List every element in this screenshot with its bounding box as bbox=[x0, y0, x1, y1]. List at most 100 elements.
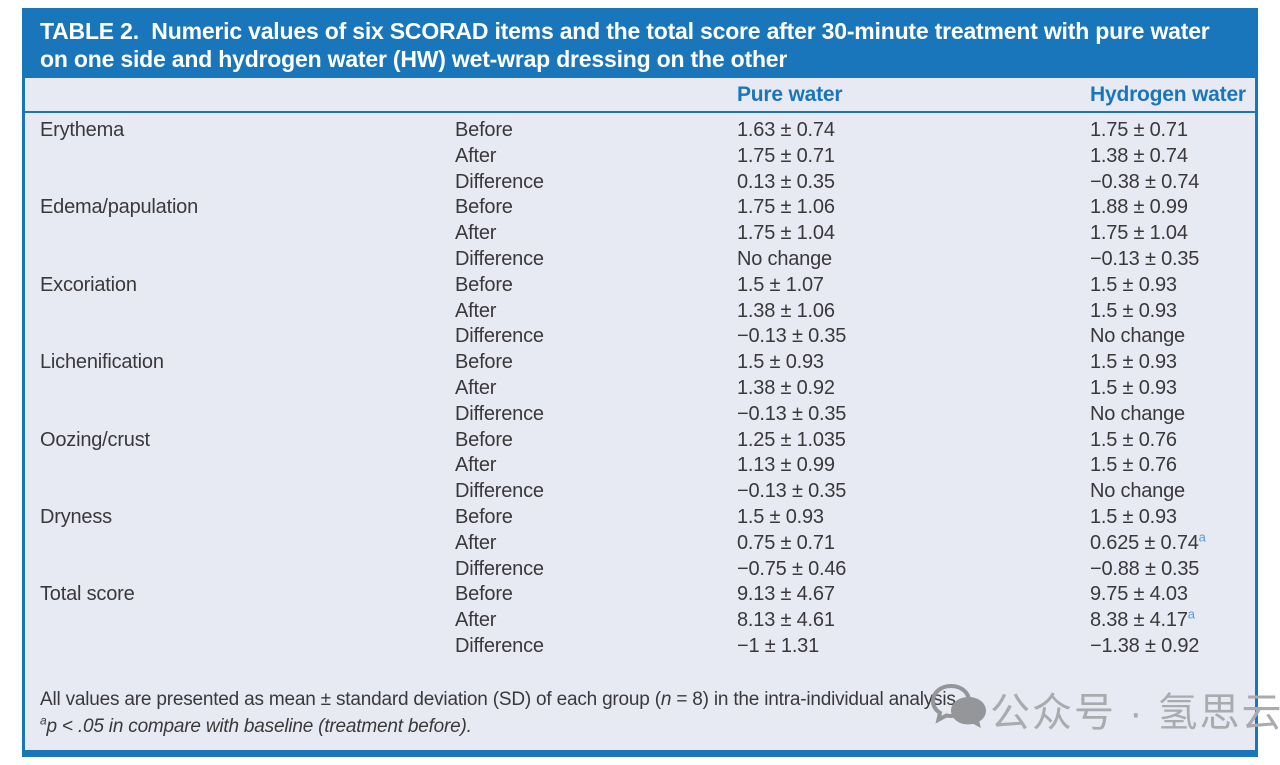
footnote-values: All values are presented as mean ± stand… bbox=[40, 686, 1240, 713]
table-row: Difference −0.13 ± 0.35 No change bbox=[25, 479, 1255, 505]
significance-superscript: a bbox=[1198, 529, 1206, 545]
phase-label: Difference bbox=[455, 325, 544, 348]
item-name bbox=[40, 608, 455, 634]
pure-value: 1.63 ± 0.74 bbox=[737, 119, 835, 141]
table-row: Difference 0.13 ± 0.35 −0.38 ± 0.74 bbox=[25, 170, 1255, 196]
phase-label: Before bbox=[455, 428, 513, 451]
table-row: Difference −0.13 ± 0.35 No change bbox=[25, 324, 1255, 350]
hydrogen-value: 1.75 ± 0.71 bbox=[1090, 119, 1188, 141]
table-row: Edema/papulation Before 1.75 ± 1.06 1.88… bbox=[25, 195, 1255, 221]
hydrogen-value: 1.5 ± 0.93 bbox=[1090, 505, 1177, 528]
phase-label: Difference bbox=[455, 557, 544, 580]
phase-label: Before bbox=[455, 351, 513, 374]
footnote-significance-text: p < .05 in compare with baseline (treatm… bbox=[46, 716, 472, 737]
table-body: Erythema Before 1.63 ± 0.74 1.75 ± 0.71 … bbox=[25, 113, 1255, 660]
hydrogen-value: 1.5 ± 0.93 bbox=[1090, 351, 1177, 374]
pure-value: −0.13 ± 0.35 bbox=[737, 480, 847, 503]
hydrogen-value: −0.38 ± 0.74 bbox=[1090, 170, 1200, 193]
phase-label: Difference bbox=[455, 402, 544, 425]
hydrogen-value: −0.88 ± 0.35 bbox=[1090, 557, 1200, 580]
hydrogen-value: 9.75 ± 4.03 bbox=[1090, 583, 1188, 606]
footnote-values-n: n bbox=[660, 689, 672, 710]
table-row: Difference −0.13 ± 0.35 No change bbox=[25, 402, 1255, 428]
pure-value: 1.75 ± 0.71 bbox=[737, 144, 835, 167]
table-row: Difference No change −0.13 ± 0.35 bbox=[25, 247, 1255, 273]
table-title-bar: TABLE 2. Numeric values of six SCORAD it… bbox=[25, 11, 1255, 78]
item-name bbox=[40, 144, 455, 170]
item-name bbox=[40, 557, 455, 583]
pure-value: 1.38 ± 1.06 bbox=[737, 299, 835, 322]
hydrogen-value: 1.88 ± 0.99 bbox=[1090, 196, 1188, 219]
phase-label: Difference bbox=[455, 247, 544, 270]
hydrogen-value: 1.38 ± 0.74 bbox=[1090, 144, 1188, 167]
footnote-significance-superscript: a bbox=[40, 713, 47, 728]
pure-value: 1.5 ± 0.93 bbox=[737, 505, 824, 528]
table-row: After 1.13 ± 0.99 1.5 ± 0.76 bbox=[25, 453, 1255, 479]
hydrogen-value: −0.13 ± 0.35 bbox=[1090, 247, 1200, 270]
pure-value: 1.5 ± 0.93 bbox=[737, 351, 824, 374]
table-row: Difference −0.75 ± 0.46 −0.88 ± 0.35 bbox=[25, 557, 1255, 583]
table-title: TABLE 2. Numeric values of six SCORAD it… bbox=[40, 17, 1216, 72]
hydrogen-value: 1.5 ± 0.93 bbox=[1090, 376, 1177, 399]
phase-label: Before bbox=[455, 196, 513, 219]
item-name bbox=[40, 170, 455, 196]
hydrogen-value: 1.5 ± 0.93 bbox=[1090, 273, 1177, 296]
item-name: Erythema bbox=[40, 119, 124, 141]
phase-label: Difference bbox=[455, 480, 544, 503]
item-name bbox=[40, 531, 455, 557]
footnote-values-text-2: = 8) in the intra-individual analysis. bbox=[671, 689, 961, 710]
item-name bbox=[40, 453, 455, 479]
phase-label: Difference bbox=[455, 634, 544, 657]
item-name bbox=[40, 247, 455, 273]
table-row: Total score Before 9.13 ± 4.67 9.75 ± 4.… bbox=[25, 582, 1255, 608]
pure-value: 1.13 ± 0.99 bbox=[737, 454, 835, 477]
item-name bbox=[40, 299, 455, 325]
pure-value: 0.75 ± 0.71 bbox=[737, 531, 835, 554]
hydrogen-value: 1.75 ± 1.04 bbox=[1090, 222, 1188, 245]
table-row: Erythema Before 1.63 ± 0.74 1.75 ± 0.71 bbox=[25, 118, 1255, 144]
hydrogen-value: 1.5 ± 0.76 bbox=[1090, 428, 1177, 451]
item-name: Dryness bbox=[40, 505, 112, 528]
item-name bbox=[40, 402, 455, 428]
table-row: Excoriation Before 1.5 ± 1.07 1.5 ± 0.93 bbox=[25, 273, 1255, 299]
table-row: After 1.75 ± 1.04 1.75 ± 1.04 bbox=[25, 221, 1255, 247]
phase-label: After bbox=[455, 222, 497, 245]
hydrogen-value: 1.5 ± 0.93 bbox=[1090, 299, 1177, 322]
significance-superscript: a bbox=[1187, 606, 1195, 622]
pure-value: 1.5 ± 1.07 bbox=[737, 273, 824, 296]
pure-value: −0.13 ± 0.35 bbox=[737, 325, 847, 348]
pure-value: 0.13 ± 0.35 bbox=[737, 170, 835, 193]
pure-value: 9.13 ± 4.67 bbox=[737, 583, 835, 606]
table-row: After 1.38 ± 0.92 1.5 ± 0.93 bbox=[25, 376, 1255, 402]
pure-value: −0.75 ± 0.46 bbox=[737, 557, 847, 580]
table-row: After 8.13 ± 4.61 8.38 ± 4.17a bbox=[25, 606, 1255, 634]
item-name: Edema/papulation bbox=[40, 196, 199, 219]
hydrogen-value: 8.38 ± 4.17a bbox=[1090, 606, 1195, 632]
hydrogen-value: −1.38 ± 0.92 bbox=[1090, 634, 1200, 657]
phase-label: After bbox=[455, 454, 497, 477]
phase-label: Before bbox=[455, 273, 513, 296]
item-name: Total score bbox=[40, 583, 135, 606]
table-row: Dryness Before 1.5 ± 0.93 1.5 ± 0.93 bbox=[25, 505, 1255, 531]
column-header-pure-water: Pure water bbox=[737, 82, 843, 106]
phase-label: Difference bbox=[455, 170, 544, 193]
pure-value: 1.38 ± 0.92 bbox=[737, 376, 835, 399]
table-row: After 1.38 ± 1.06 1.5 ± 0.93 bbox=[25, 299, 1255, 325]
table-row: Lichenification Before 1.5 ± 0.93 1.5 ± … bbox=[25, 350, 1255, 376]
hydrogen-value: 1.5 ± 0.76 bbox=[1090, 454, 1177, 477]
phase-label: Before bbox=[455, 119, 513, 141]
item-name bbox=[40, 376, 455, 402]
pure-value: No change bbox=[737, 247, 832, 270]
item-name bbox=[40, 634, 455, 660]
item-name bbox=[40, 479, 455, 505]
item-name bbox=[40, 221, 455, 247]
pure-value: 1.75 ± 1.06 bbox=[737, 196, 835, 219]
item-name: Excoriation bbox=[40, 273, 137, 296]
table-row: Difference −1 ± 1.31 −1.38 ± 0.92 bbox=[25, 634, 1255, 660]
scorad-table: TABLE 2. Numeric values of six SCORAD it… bbox=[22, 8, 1258, 757]
pure-value: 1.25 ± 1.035 bbox=[737, 428, 846, 451]
phase-label: After bbox=[455, 144, 497, 167]
hydrogen-value: No change bbox=[1090, 480, 1185, 503]
item-name: Lichenification bbox=[40, 351, 164, 374]
